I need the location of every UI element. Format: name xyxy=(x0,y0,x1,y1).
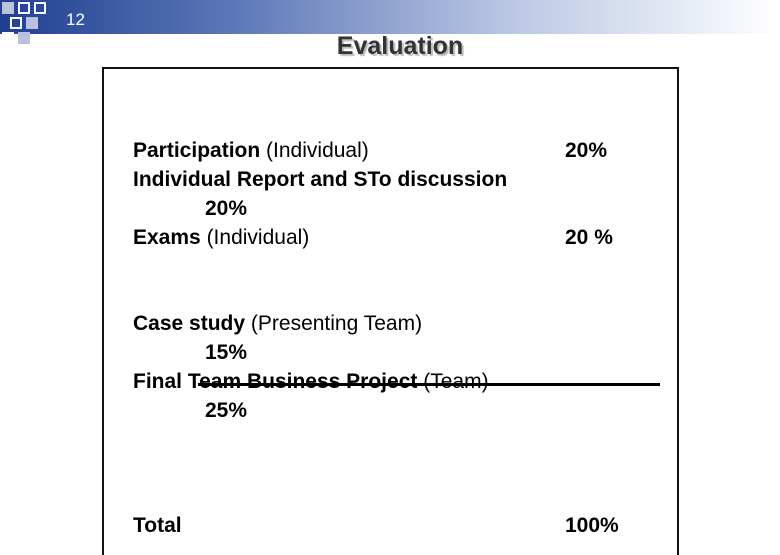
item-name: Final Team Business Project xyxy=(133,370,418,393)
item-qualifier: (Individual) xyxy=(206,226,310,249)
slide-number: 12 xyxy=(66,10,85,29)
item-value: 20% xyxy=(565,139,608,162)
total-value: 100% xyxy=(565,514,619,537)
decor-square xyxy=(10,17,22,29)
item-row: Case study (Presenting Team) xyxy=(133,312,422,336)
item-value: 20% xyxy=(205,197,248,220)
item-value: 15% xyxy=(205,341,248,364)
decor-square xyxy=(26,17,38,29)
decor-square xyxy=(18,2,30,14)
item-value: 25% xyxy=(205,399,248,422)
item-qualifier: (Individual) xyxy=(266,139,369,162)
item-row: Participation (Individual) xyxy=(133,139,369,163)
strike-line xyxy=(198,383,660,386)
content-box xyxy=(102,67,679,555)
item-row: Exams (Individual) xyxy=(133,226,309,250)
item-name: Exams xyxy=(133,226,201,249)
item-qualifier: (Presenting Team) xyxy=(250,312,423,335)
item-name: Participation xyxy=(133,139,261,162)
slide-title: Evaluation xyxy=(336,32,464,60)
header-band xyxy=(0,0,780,34)
decor-square xyxy=(18,32,30,44)
decor-square xyxy=(34,2,46,14)
item-name: Individual Report and STo discussion xyxy=(133,168,508,191)
item-row: Final Team Business Project (Team) xyxy=(133,370,489,394)
item-qualifier: (Team) xyxy=(423,370,489,393)
item-value: 20 % xyxy=(565,226,613,249)
decor-square xyxy=(2,2,14,14)
item-name: Case study xyxy=(133,312,246,335)
total-name: Total xyxy=(133,514,182,537)
decor-square xyxy=(2,32,14,44)
